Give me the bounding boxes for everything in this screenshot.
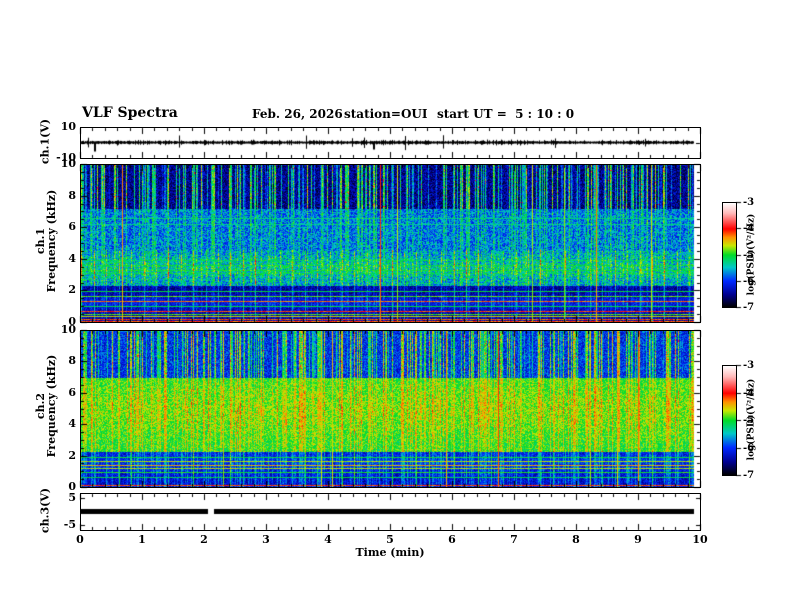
ch1-waveform-canvas — [81, 128, 700, 158]
y-tick-label: -5 — [63, 518, 76, 531]
start-ut-label: start UT = 5 : 10 : 0 — [437, 107, 575, 121]
y-tick-label: 10 — [60, 157, 76, 170]
ch1-spectrogram-panel — [80, 164, 701, 323]
colorbar-tick-label: -7 — [743, 470, 755, 481]
ch1-waveform-panel — [80, 127, 701, 159]
colorbar-tick-label: -5 — [743, 415, 755, 426]
colorbar-tick-label: -4 — [743, 223, 755, 234]
x-tick-label: 8 — [572, 533, 580, 546]
x-tick-label: 9 — [634, 533, 642, 546]
x-tick-label: 0 — [76, 533, 84, 546]
colorbar-tick-label: -7 — [743, 302, 755, 313]
date-label: Feb. 26, 2026 — [252, 107, 343, 121]
y-tick-label: 2 — [68, 283, 76, 296]
ch3-waveform-canvas — [81, 494, 700, 530]
colorbar-tick-label: -5 — [743, 250, 755, 261]
ch2-colorbar — [722, 365, 737, 476]
colorbar-tick-label: -4 — [743, 388, 755, 399]
ch1-spectrogram-canvas — [81, 165, 700, 322]
ch1-colorbar — [722, 202, 737, 308]
colorbar-tick-label: -6 — [743, 443, 755, 454]
x-tick-label: 3 — [262, 533, 270, 546]
y-tick-label: 8 — [68, 189, 76, 202]
x-tick-label: 5 — [386, 533, 394, 546]
x-tick-label: 2 — [200, 533, 208, 546]
page-title: VLF Spectra — [82, 105, 178, 121]
ch3-waveform-panel — [80, 493, 701, 531]
y-tick-label: 8 — [68, 354, 76, 367]
y-tick-label: 0 — [68, 480, 76, 493]
colorbar-tick-label: -3 — [743, 197, 755, 208]
ch2-spectrogram-canvas — [81, 331, 700, 487]
colorbar-tick-label: -3 — [743, 360, 755, 371]
y-tick-label: 6 — [68, 220, 76, 233]
x-tick-label: 6 — [448, 533, 456, 546]
y-tick-label: 5 — [68, 491, 76, 504]
colorbar-tick-label: -6 — [743, 276, 755, 287]
x-tick-label: 4 — [324, 533, 332, 546]
y-tick-label: 10 — [60, 120, 76, 133]
y-tick-label: 2 — [68, 449, 76, 462]
x-axis-title: Time (min) — [355, 546, 425, 559]
ch2-spectrogram-panel — [80, 330, 701, 488]
y-tick-label: 4 — [68, 417, 76, 430]
y-tick-label: 6 — [68, 386, 76, 399]
y-tick-label: 0 — [68, 315, 76, 328]
y-tick-label: 4 — [68, 252, 76, 265]
y-tick-label: 10 — [60, 323, 76, 336]
x-tick-label: 10 — [692, 533, 708, 546]
y-tick-label: -10 — [56, 151, 76, 164]
station-label: station=OUI — [344, 107, 428, 121]
x-tick-label: 7 — [510, 533, 518, 546]
x-tick-label: 1 — [138, 533, 146, 546]
